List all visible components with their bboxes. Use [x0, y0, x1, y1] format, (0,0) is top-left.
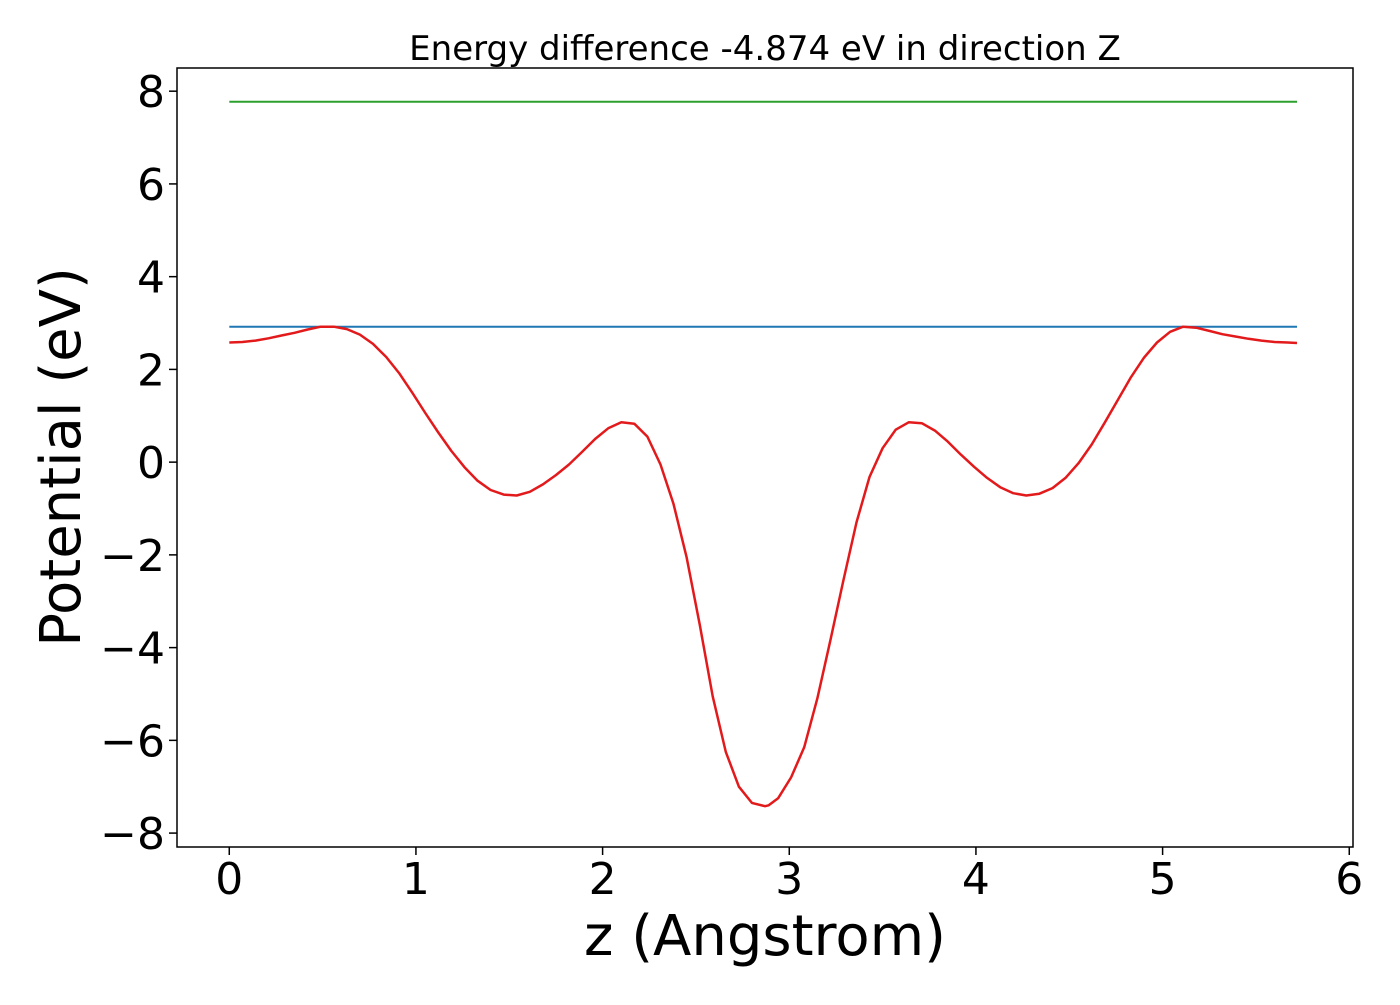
x-tick-label: 4: [962, 854, 990, 905]
y-tick-label: −4: [100, 624, 165, 675]
y-tick-label: 6: [137, 160, 165, 211]
x-tick-label: 0: [215, 854, 243, 905]
x-axis-label: z (Angstrom): [584, 904, 946, 969]
y-tick-label: 0: [137, 438, 165, 489]
y-tick-label: −8: [100, 809, 165, 860]
x-tick-label: 5: [1149, 854, 1177, 905]
y-tick-label: 8: [137, 67, 165, 118]
y-tick-label: 2: [137, 345, 165, 396]
y-axis-ticks: −8 −6 −4 −2 0 2 4 6 8: [100, 67, 177, 860]
x-tick-label: 3: [775, 854, 803, 905]
x-tick-label: 1: [402, 854, 430, 905]
x-axis-ticks: 0 1 2 3 4 5 6: [215, 847, 1363, 905]
x-tick-label: 2: [589, 854, 617, 905]
plot-frame: [176, 67, 1354, 848]
potential-curve-line: [229, 325, 1298, 808]
x-tick-label: 6: [1335, 854, 1363, 905]
series-layer: [229, 100, 1298, 808]
chart-title: Energy difference -4.874 eV in direction…: [409, 29, 1121, 69]
y-tick-label: −2: [100, 531, 165, 582]
y-tick-label: −6: [100, 716, 165, 767]
y-tick-label: 4: [137, 253, 165, 304]
y-axis-label: Potential (eV): [29, 267, 94, 647]
